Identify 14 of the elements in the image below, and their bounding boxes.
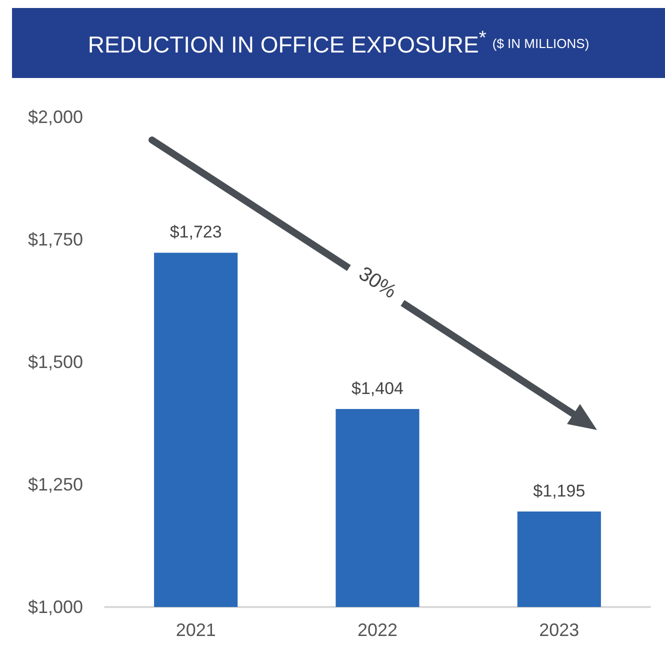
data-label: $1,195 [533,481,586,500]
data-label: $1,723 [170,222,222,242]
chart-title: REDUCTION IN OFFICE EXPOSURE$^{*}$ [88,28,486,58]
x-tick-label: 2023 [539,620,580,640]
y-tick-label: $1,500 [28,352,83,372]
annotation: 30% [354,262,400,304]
x-tick-label: 2022 [357,620,398,640]
chart-subtitle: ($ IN MILLIONS) [492,36,590,50]
data-label: $1,404 [352,379,404,398]
y-tick-label: $1,250 [28,474,83,494]
y-tick-label: $1,750 [28,230,83,250]
y-tick-label: $1,000 [28,597,83,617]
x-tick-label: 2021 [176,620,216,640]
y-tick-label: $2,000 [28,107,83,127]
